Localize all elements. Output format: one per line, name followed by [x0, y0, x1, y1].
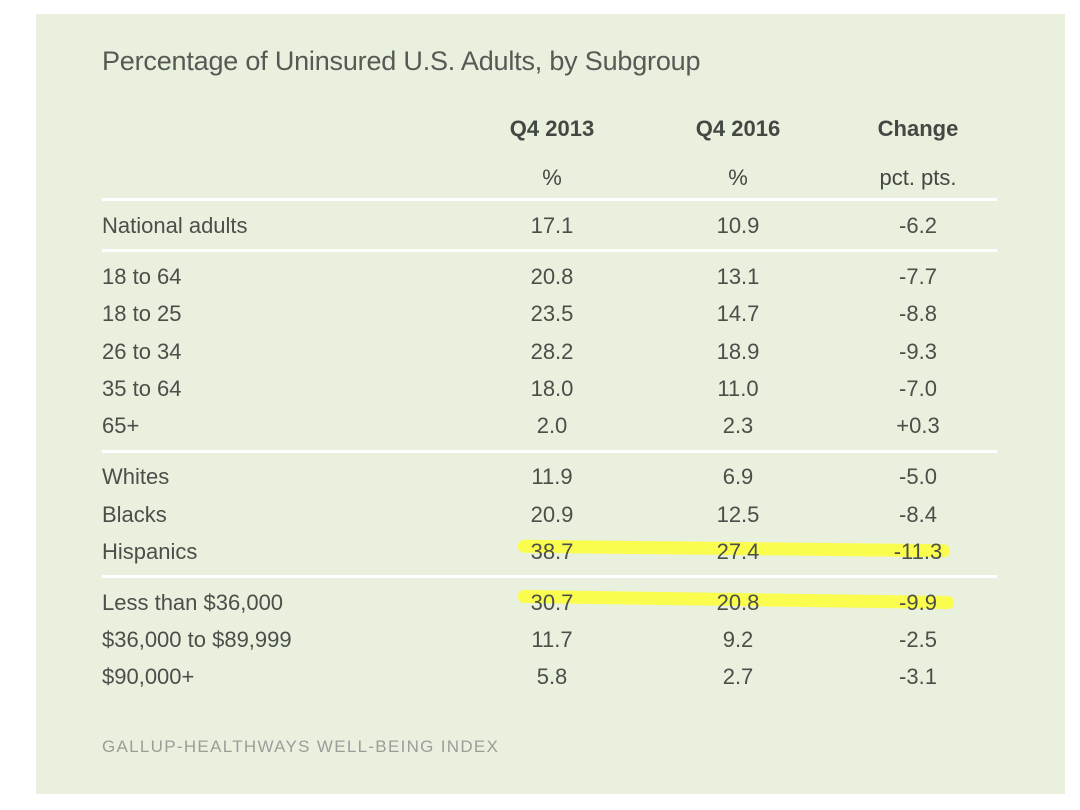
value-q4-2013: 38.7 [530, 539, 574, 564]
source-note: GALLUP-HEALTHWAYS WELL-BEING INDEX [102, 737, 500, 756]
value-q4-2016: 2.3 [722, 413, 754, 438]
table-panel [36, 14, 1065, 794]
value-change: -8.4 [899, 502, 937, 527]
table-row: 26 to 34 28.2 18.9 -9.3 [0, 339, 1080, 369]
col-unit-change: pct. pts. [879, 165, 957, 190]
value-q4-2016: 18.9 [716, 339, 760, 364]
col-header-q4-2016: Q4 2016 [695, 116, 781, 141]
row-label: $36,000 to $89,999 [102, 627, 292, 652]
row-label: 35 to 64 [102, 376, 182, 401]
col-unit-q4-2013: % [542, 165, 562, 190]
value-q4-2016: 9.2 [722, 627, 754, 652]
group-divider [102, 450, 997, 453]
value-change: -7.7 [899, 264, 937, 289]
table-row: $36,000 to $89,999 11.7 9.2 -2.5 [0, 627, 1080, 657]
group-divider [102, 249, 997, 252]
value-q4-2013: 11.7 [531, 627, 573, 652]
group-divider [102, 575, 997, 578]
row-label: $90,000+ [102, 664, 195, 689]
value-q4-2013: 20.9 [530, 502, 574, 527]
value-q4-2013: 28.2 [530, 339, 574, 364]
value-change: -8.8 [899, 301, 937, 326]
table-row: 18 to 25 23.5 14.7 -8.8 [0, 301, 1080, 331]
row-label: 18 to 25 [102, 301, 182, 326]
value-q4-2016: 13.1 [716, 264, 760, 289]
table-row: $90,000+ 5.8 2.7 -3.1 [0, 664, 1080, 694]
value-q4-2013: 17.1 [530, 213, 574, 238]
table-row: 65+ 2.0 2.3 +0.3 [0, 413, 1080, 443]
value-q4-2016: 12.5 [716, 502, 760, 527]
header-divider [102, 198, 997, 201]
table-row: 18 to 64 20.8 13.1 -7.7 [0, 264, 1080, 294]
value-q4-2016: 14.7 [716, 301, 760, 326]
table-row: 35 to 64 18.0 11.0 -7.0 [0, 376, 1080, 406]
value-change: -9.3 [899, 339, 937, 364]
value-change: -6.2 [899, 213, 937, 238]
value-change: -5.0 [899, 464, 937, 489]
row-label: 65+ [102, 413, 140, 438]
value-q4-2016: 2.7 [722, 664, 754, 689]
row-label: Less than $36,000 [102, 590, 284, 615]
value-change: -3.1 [899, 664, 937, 689]
row-label: Whites [102, 464, 170, 489]
value-change: -7.0 [899, 376, 937, 401]
table-row: Whites 11.9 6.9 -5.0 [0, 464, 1080, 494]
row-label: National adults [102, 213, 248, 238]
table-row: Blacks 20.9 12.5 -8.4 [0, 502, 1080, 532]
col-header-change: Change [877, 116, 959, 141]
value-change: -11.3 [893, 539, 943, 564]
table-row: Hispanics 38.7 27.4 -11.3 [0, 539, 1080, 569]
row-label: Blacks [102, 502, 167, 527]
value-change: +0.3 [896, 413, 940, 438]
col-unit-q4-2016: % [728, 165, 748, 190]
value-change: -9.9 [899, 590, 937, 615]
value-q4-2013: 2.0 [536, 413, 568, 438]
row-label: 26 to 34 [102, 339, 182, 364]
value-q4-2016: 11.0 [717, 376, 759, 401]
value-q4-2013: 5.8 [536, 664, 568, 689]
row-label: 18 to 64 [102, 264, 182, 289]
row-label: Hispanics [102, 539, 198, 564]
value-q4-2016: 10.9 [716, 213, 760, 238]
col-header-q4-2013: Q4 2013 [509, 116, 595, 141]
table-title: Percentage of Uninsured U.S. Adults, by … [102, 46, 701, 76]
value-q4-2013: 20.8 [530, 264, 574, 289]
value-q4-2013: 18.0 [530, 376, 574, 401]
value-q4-2016: 6.9 [722, 464, 754, 489]
value-q4-2016: 27.4 [716, 539, 760, 564]
value-q4-2013: 23.5 [530, 301, 574, 326]
value-q4-2016: 20.8 [716, 590, 760, 615]
value-q4-2013: 30.7 [530, 590, 574, 615]
table-row: National adults 17.1 10.9 -6.2 [0, 213, 1080, 243]
table-row: Less than $36,000 30.7 20.8 -9.9 [0, 590, 1080, 620]
value-q4-2013: 11.9 [531, 464, 573, 489]
value-change: -2.5 [899, 627, 937, 652]
